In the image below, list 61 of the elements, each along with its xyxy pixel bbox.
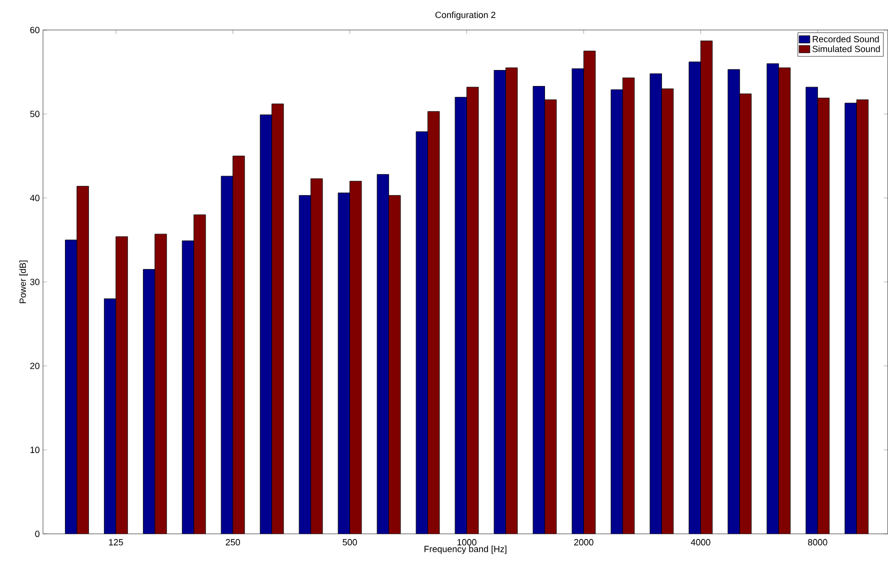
y-tick-label: 60 bbox=[30, 26, 40, 34]
bar bbox=[220, 176, 234, 534]
bar bbox=[544, 100, 557, 534]
bar bbox=[572, 68, 584, 534]
bar bbox=[856, 100, 869, 534]
x-tick-label: 8000 bbox=[808, 539, 828, 546]
x-tick-label: 125 bbox=[109, 539, 123, 546]
bar bbox=[778, 68, 791, 534]
bar bbox=[583, 50, 596, 534]
x-tick-label: 1000 bbox=[457, 539, 476, 546]
bar bbox=[494, 70, 506, 534]
bar bbox=[650, 73, 662, 534]
bar bbox=[766, 63, 779, 534]
bar bbox=[142, 269, 156, 534]
bar bbox=[116, 236, 128, 534]
bar bbox=[350, 180, 362, 534]
chart-title: Configuration 2 bbox=[435, 12, 496, 20]
x-tick-label: 2000 bbox=[574, 539, 594, 546]
x-tick-label: 4000 bbox=[690, 539, 710, 546]
bar bbox=[454, 96, 468, 534]
bar bbox=[416, 131, 428, 534]
bar bbox=[428, 111, 440, 534]
bar bbox=[64, 240, 78, 534]
bar bbox=[338, 192, 350, 534]
y-axis-title: Power [dB] bbox=[19, 260, 28, 304]
x-tick-label: 500 bbox=[342, 539, 357, 546]
bar bbox=[622, 78, 634, 534]
bar bbox=[806, 86, 818, 534]
y-tick-label: 30 bbox=[30, 278, 40, 286]
bar bbox=[182, 240, 194, 534]
y-tick-label: 0 bbox=[35, 530, 40, 538]
bar bbox=[532, 86, 545, 534]
bar bbox=[728, 69, 740, 534]
bar bbox=[194, 214, 206, 534]
bar bbox=[260, 114, 272, 534]
bar bbox=[739, 94, 752, 534]
bar bbox=[700, 40, 713, 534]
x-tick-label: 250 bbox=[226, 539, 240, 546]
bar bbox=[466, 86, 479, 534]
y-tick-label: 20 bbox=[30, 362, 40, 370]
bar bbox=[272, 104, 284, 534]
bar bbox=[232, 156, 245, 534]
bar bbox=[661, 88, 674, 534]
bar bbox=[506, 68, 518, 534]
bar bbox=[688, 62, 701, 534]
bar bbox=[104, 298, 116, 534]
bar bbox=[154, 234, 167, 534]
bar bbox=[388, 195, 401, 534]
y-tick-label: 40 bbox=[30, 194, 40, 202]
legend-label: Simulated Sound bbox=[812, 46, 880, 52]
bar bbox=[817, 98, 830, 534]
bar bbox=[310, 178, 323, 534]
y-tick-label: 50 bbox=[30, 110, 40, 118]
bar bbox=[76, 186, 89, 534]
y-tick-label: 10 bbox=[30, 446, 40, 454]
x-axis-title: Frequency band [Hz] bbox=[424, 546, 506, 554]
bar bbox=[376, 174, 390, 534]
bar bbox=[844, 102, 857, 534]
bar bbox=[611, 90, 623, 534]
legend-label: Recorded Sound bbox=[812, 36, 879, 42]
bar bbox=[298, 195, 312, 534]
